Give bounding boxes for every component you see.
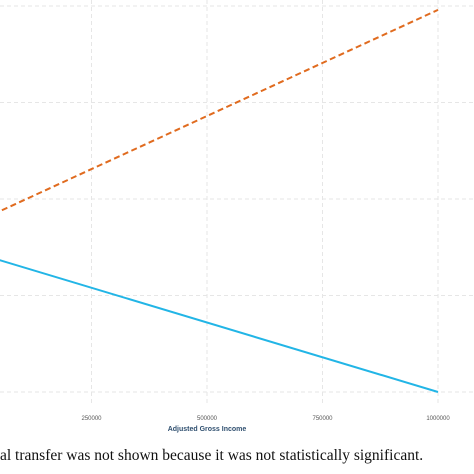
x-axis-title: Adjusted Gross Income xyxy=(168,426,247,433)
line-chart: 250000 500000 750000 1000000 Adjusted Gross… xyxy=(0,0,474,440)
series-group xyxy=(0,10,438,392)
series-line-1 xyxy=(0,10,438,222)
figure-caption: al transfer was not shown because it was… xyxy=(0,447,474,471)
x-tick-label: 1000000 xyxy=(426,416,450,422)
grid xyxy=(0,0,474,405)
series-line-2 xyxy=(0,253,438,392)
x-tick-label: 250000 xyxy=(81,416,102,422)
x-axis-ticks: 250000 500000 750000 1000000 xyxy=(81,416,450,422)
x-tick-label: 500000 xyxy=(197,416,218,422)
x-tick-label: 750000 xyxy=(312,416,333,422)
